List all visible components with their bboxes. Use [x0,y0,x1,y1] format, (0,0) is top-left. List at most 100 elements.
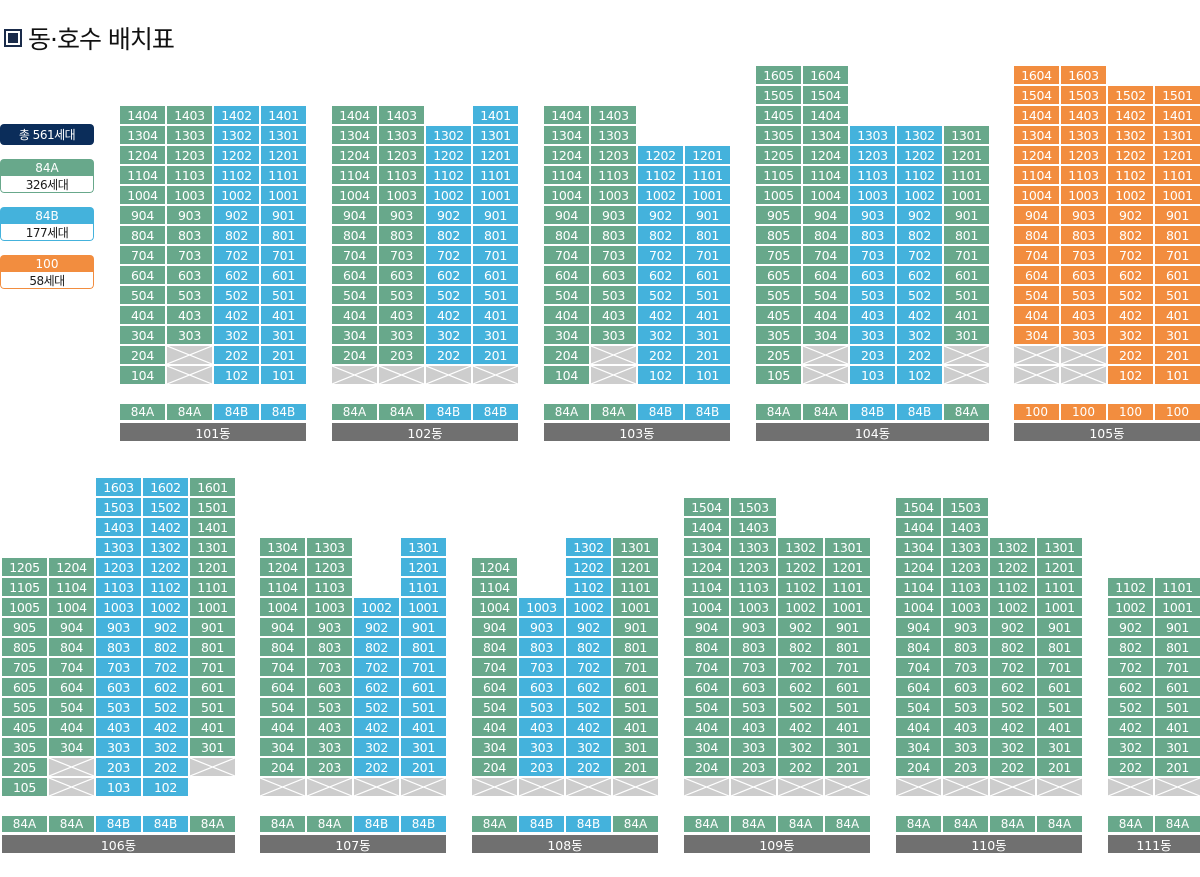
unit-cell: 1103 [591,166,636,184]
unit-cell: 801 [401,638,446,656]
unit-cell: 1201 [613,558,658,576]
unit-cell: 1102 [1108,578,1153,596]
unit-cell: 604 [896,678,941,696]
unit-cell: 902 [566,618,611,636]
page-title-text: 동·호수 배치표 [28,25,175,54]
unit-cell: 401 [1037,718,1082,736]
unit-cell: 1503 [1061,86,1106,104]
unit-cell: 1004 [684,598,729,616]
unit-cell: 701 [944,246,989,264]
unit-cell: 903 [850,206,895,224]
unit-cell: 903 [731,618,776,636]
unit-cell: 1003 [591,186,636,204]
unit-cell: 704 [332,246,377,264]
unit-cell: 402 [566,718,611,736]
unit-cell: 601 [1037,678,1082,696]
unit-cell: 402 [143,718,188,736]
unit-cell: 1602 [143,478,188,496]
unit-cell: 1104 [260,578,305,596]
unit-unavailable [307,778,352,796]
unit-cell: 902 [990,618,1035,636]
unit-cell: 904 [803,206,848,224]
unit-cell: 501 [1037,698,1082,716]
unit-cell: 302 [354,738,399,756]
unit-cell: 1101 [1155,578,1200,596]
unit-cell: 801 [685,226,730,244]
unit-cell: 702 [778,658,823,676]
unit-cell: 1401 [190,518,235,536]
unit-cell: 1002 [566,598,611,616]
unit-cell: 801 [825,638,870,656]
unit-cell: 1201 [261,146,306,164]
unit-cell: 1604 [1014,66,1059,84]
unit-cell: 1002 [897,186,942,204]
unit-cell: 304 [684,738,729,756]
unit-unavailable [684,778,729,796]
unit-type-label: 84A [190,816,235,832]
unit-cell: 1103 [96,578,141,596]
unit-cell: 1001 [685,186,730,204]
unit-cell: 203 [519,758,564,776]
unit-type-label: 84A [803,404,848,420]
unit-cell: 1501 [190,498,235,516]
unit-cell: 802 [143,638,188,656]
unit-cell: 301 [473,326,518,344]
unit-cell: 1202 [778,558,823,576]
unit-cell: 602 [143,678,188,696]
unit-cell: 501 [825,698,870,716]
unit-cell: 1202 [426,146,471,164]
unit-cell: 1103 [943,578,988,596]
cross-icon [401,778,446,796]
unit-cell: 502 [214,286,259,304]
unit-cell: 503 [591,286,636,304]
unit-cell: 502 [354,698,399,716]
unit-cell: 502 [638,286,683,304]
unit-cell: 301 [401,738,446,756]
unit-cell: 302 [638,326,683,344]
unit-cell: 502 [566,698,611,716]
unit-cell: 804 [472,638,517,656]
unit-cell: 404 [803,306,848,324]
unit-cell: 1001 [1155,598,1200,616]
unit-cell: 1101 [473,166,518,184]
unit-cell: 604 [472,678,517,696]
cross-icon [825,778,870,796]
unit-cell: 601 [1155,678,1200,696]
unit-cell: 604 [803,266,848,284]
unit-cell: 403 [519,718,564,736]
unit-unavailable [566,778,611,796]
cross-icon [1108,778,1153,796]
unit-unavailable [731,778,776,796]
unit-type-label: 84A [544,404,589,420]
unit-type-label: 84B [401,816,446,832]
legend-total-badge: 총 561세대 [0,124,94,145]
building-name-label: 111동 [1108,835,1200,853]
unit-cell: 205 [2,758,47,776]
unit-cell: 1204 [472,558,517,576]
unit-cell: 602 [1108,266,1153,284]
unit-cell: 203 [96,758,141,776]
unit-cell: 1202 [638,146,683,164]
unit-cell: 302 [426,326,471,344]
unit-cell: 904 [472,618,517,636]
unit-cell: 1002 [638,186,683,204]
unit-type-label: 84A [2,816,47,832]
unit-cell: 1505 [756,86,801,104]
unit-type-label: 84A [472,816,517,832]
unit-cell: 1502 [143,498,188,516]
unit-cell: 804 [260,638,305,656]
unit-cell: 402 [214,306,259,324]
unit-cell: 301 [190,738,235,756]
unit-cell: 401 [190,718,235,736]
unit-cell: 1301 [825,538,870,556]
unit-cell: 703 [850,246,895,264]
unit-cell: 1204 [332,146,377,164]
unit-cell: 704 [260,658,305,676]
unit-cell: 202 [638,346,683,364]
unit-cell: 1605 [756,66,801,84]
unit-cell: 501 [190,698,235,716]
unit-cell: 304 [49,738,94,756]
unit-cell: 301 [1037,738,1082,756]
unit-cell: 803 [850,226,895,244]
unit-cell: 302 [143,738,188,756]
